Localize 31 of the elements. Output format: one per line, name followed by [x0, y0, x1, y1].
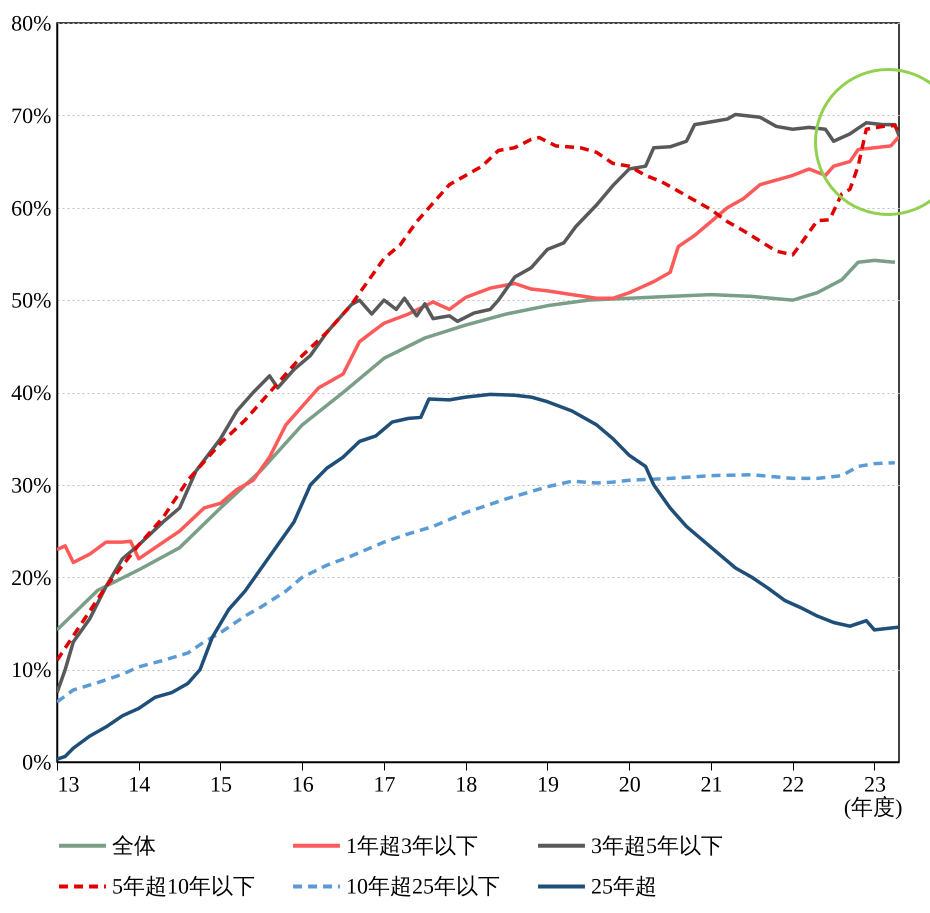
x-tick-label: 15: [210, 772, 232, 796]
x-tick-label: 21: [700, 772, 722, 796]
legend-label: 1年超3年以下: [346, 832, 478, 858]
legend-label: 5年超10年以下: [112, 874, 255, 898]
legend-label: 3年超5年以下: [591, 832, 723, 858]
y-tick-label: 30%: [11, 472, 52, 498]
y-tick-label: 80%: [11, 10, 52, 36]
y-tick-label: 10%: [11, 657, 52, 682]
x-tick-label: 23: [864, 772, 886, 796]
y-tick-label: 70%: [11, 102, 52, 128]
y-tick-label: 0%: [22, 750, 52, 774]
legend-label: 全体: [112, 832, 156, 858]
x-tick-label: 20: [618, 772, 641, 796]
y-tick-label: 20%: [11, 564, 52, 590]
y-tick-label: 50%: [11, 288, 52, 313]
legend-label: 10年超25年以下: [346, 874, 500, 898]
legend-label: 25年超: [591, 874, 657, 898]
line-series: [57, 460, 897, 704]
x-axis-title: (年度): [844, 794, 902, 820]
x-tick-label: 17: [373, 772, 396, 796]
x-tick-label: 16: [292, 772, 314, 796]
line-series: [57, 258, 897, 632]
x-tick-label: 13: [58, 772, 80, 796]
x-tick-label: 19: [536, 772, 559, 796]
x-tick-label: 18: [455, 772, 478, 796]
line-series: [57, 392, 899, 761]
y-tick-label: 40%: [11, 380, 52, 405]
line-series: [57, 134, 899, 564]
x-tick-label: 14: [128, 772, 150, 796]
y-tick-label: 60%: [11, 195, 52, 220]
x-tick-label: 22: [782, 772, 804, 796]
